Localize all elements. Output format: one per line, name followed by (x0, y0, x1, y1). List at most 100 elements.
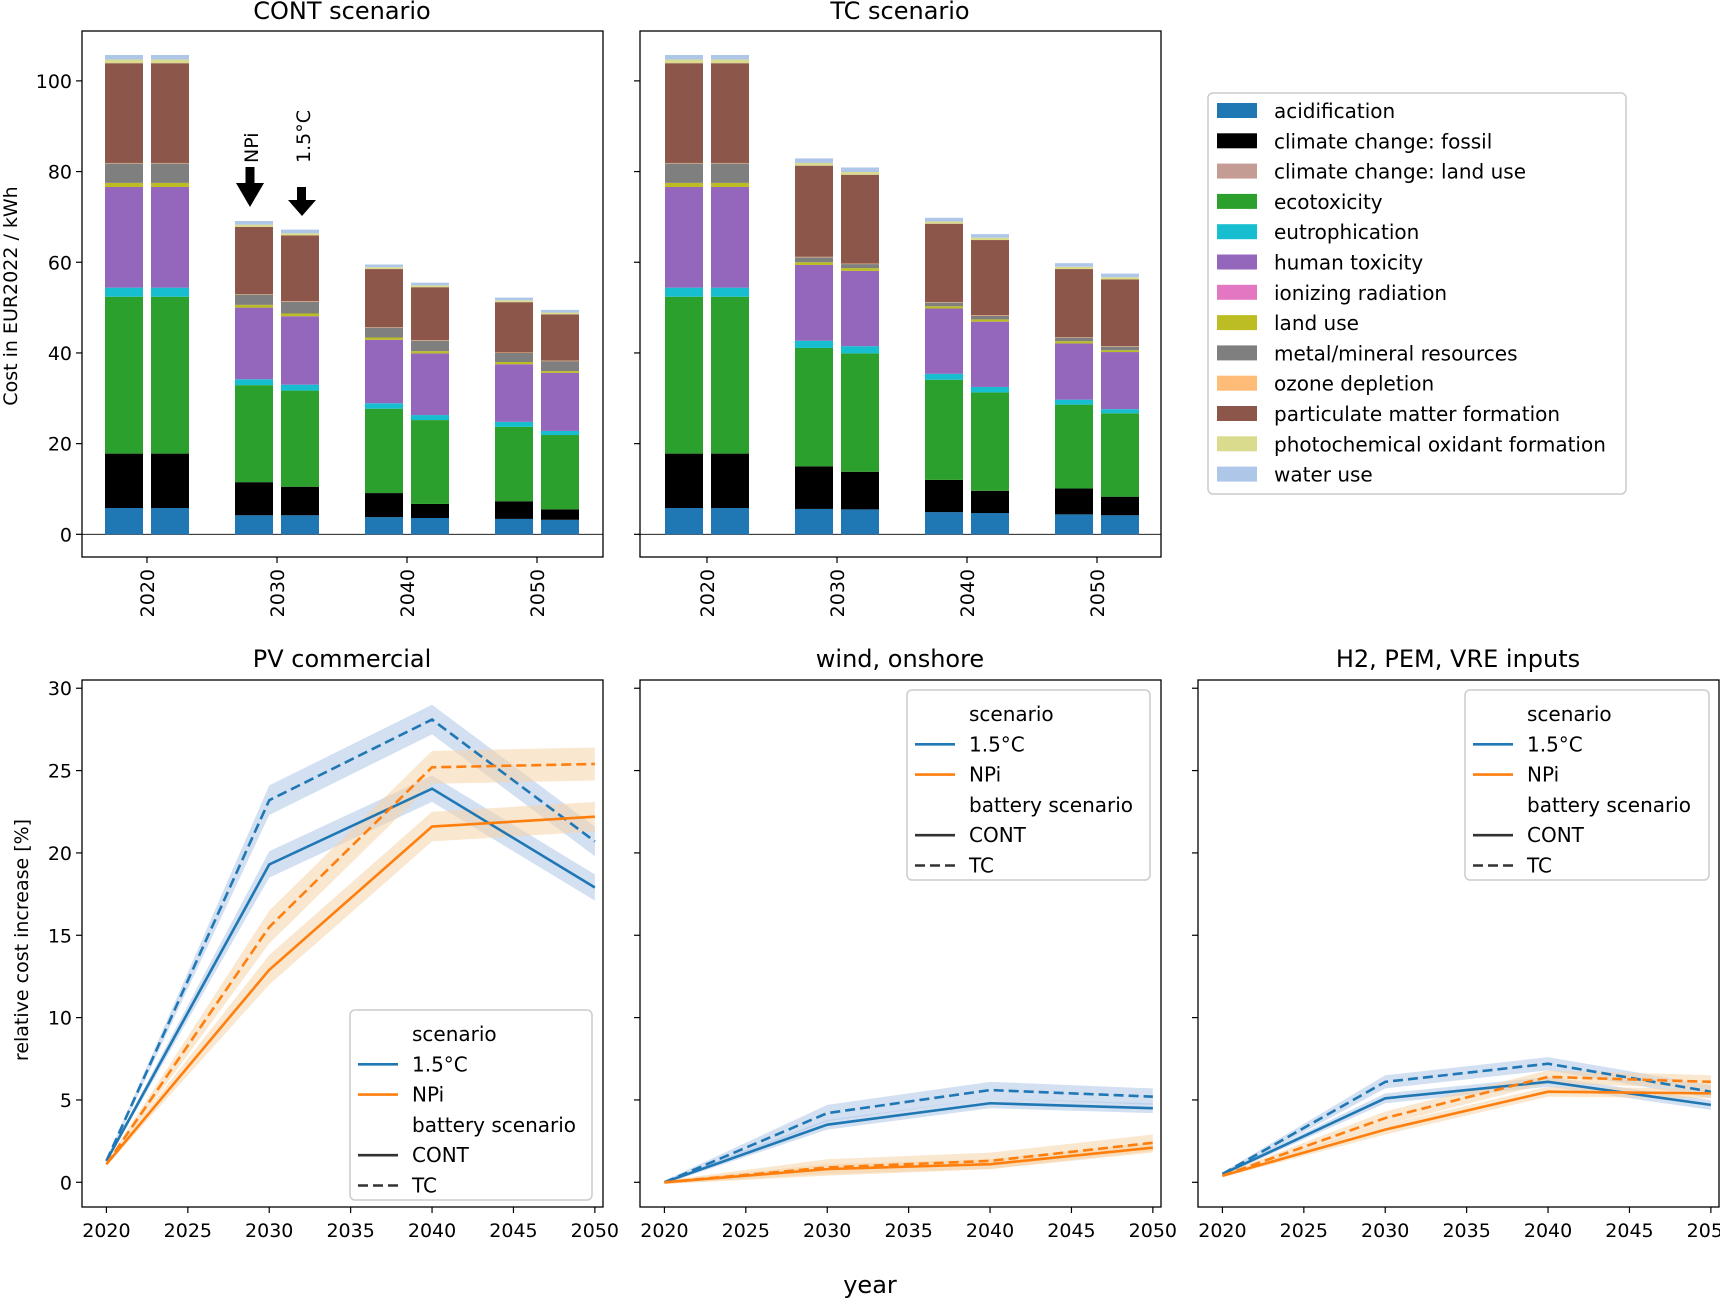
tc-bar-2040-15-eutrophication (971, 386, 1009, 393)
tc-bar-2030-15-photochemical-oxidant-formation (841, 172, 879, 175)
h2-xtick-label: 2045 (1605, 1220, 1653, 1242)
tc-bar-2040-15-water-use (971, 234, 1009, 238)
cont-bar-2030-15-particulate-matter-formation (281, 235, 319, 302)
cont-bar-2020-npi-photochemical-oxidant-formation (105, 59, 143, 64)
wind-xtick-label: 2040 (966, 1220, 1014, 1242)
tc-bar-2040-15-land-use (971, 319, 1009, 322)
pv-ytick-label: 10 (48, 1008, 72, 1030)
pv-ytick-label: 25 (48, 761, 72, 783)
tc-bar-2050-15-acidification (1101, 515, 1139, 535)
tc-bar-2030-15-metal-mineral-resources (841, 264, 879, 269)
tc-bar-2040-15-human-toxicity (971, 321, 1009, 387)
pv-legend-label-title: scenario (412, 1022, 497, 1046)
tc-bar-2020-npi-human-toxicity (665, 186, 703, 288)
h2-band-npi-cont (1222, 1086, 1711, 1178)
tc-bar-2050-15-particulate-matter-formation (1101, 279, 1139, 347)
arrow-annotation-npi: NPi (236, 132, 264, 207)
tc-bar-2030-15-ecotoxicity (841, 353, 879, 472)
legend-label-particulate-matter-formation: particulate matter formation (1274, 402, 1560, 426)
tc-frame (639, 30, 1162, 558)
tc-bar-2040-npi-acidification (925, 512, 963, 535)
pv-xtick-label: 2050 (571, 1220, 619, 1242)
wind-xtick-label: 2035 (884, 1220, 932, 1242)
cont-bar-2050-npi-climate-change-fossil (495, 501, 533, 519)
arrow-label-npi: NPi (241, 132, 263, 163)
h2-xtick-label: 2040 (1524, 1220, 1572, 1242)
pv-band-npi-tc (106, 747, 595, 1166)
line-panel-wind: 2020 2025 2030 2035 2040 2045 2050 scenario 1.5°… (634, 679, 1177, 1242)
pv-line-npi-cont (105, 815, 595, 1166)
tc-bar-2050-npi-water-use (1055, 263, 1093, 267)
cont-bar-2030-npi-particulate-matter-formation (235, 226, 273, 294)
cont-bar-2030-15-water-use (281, 229, 319, 234)
y-axis-label-bottom: relative cost increase [%] (11, 819, 33, 1061)
tc-bar-2040-npi-metal-mineral-resources (925, 302, 963, 307)
cont-bar-2030-15-human-toxicity (281, 316, 319, 385)
wind-legend: scenario 1.5°C NPi battery scenario CONT TC (906, 689, 1151, 881)
cont-bar-2020-npi-eutrophication (105, 287, 143, 297)
cont-bar-2040-npi-ecotoxicity (365, 408, 403, 494)
cont-bar-2020-npi-water-use (105, 55, 143, 60)
cont-bar-2050-15-eutrophication (541, 430, 579, 436)
cont-bar-2050-15-ecotoxicity (541, 435, 579, 510)
tc-bar-2020-npi-particulate-matter-formation (665, 63, 703, 163)
tc-bar-2040-npi-human-toxicity (925, 308, 963, 374)
cont-bar-2040-npi-acidification (365, 517, 403, 535)
pv-xtick-label: 2040 (408, 1220, 456, 1242)
legend-label-water-use: water use (1274, 463, 1373, 487)
arrow-head-15 (288, 200, 316, 216)
cont-bar-2050-15-metal-mineral-resources (541, 361, 579, 372)
cont-frame (81, 30, 604, 558)
tc-bar-2050-npi-land-use (1055, 341, 1093, 344)
cont-bar-2030-15-photochemical-oxidant-formation (281, 233, 319, 236)
tc-bar-2050-npi-particulate-matter-formation (1055, 269, 1093, 338)
tc-bar-2030-npi-human-toxicity (795, 264, 833, 341)
pv-ytick-label: 20 (48, 843, 72, 865)
cont-bar-2040-15-particulate-matter-formation (411, 287, 449, 341)
arrow-head-npi (236, 183, 264, 207)
h2-xtick-label: 2020 (1198, 1220, 1246, 1242)
h2-legend-label-snpi: NPi (1527, 763, 1559, 787)
pv-line-npi-tc (105, 762, 595, 1165)
pv-legend-label-tc: TC (411, 1174, 437, 1198)
tc-bar-2050-15-human-toxicity (1101, 352, 1139, 410)
wind-legend-label-title: scenario (969, 702, 1054, 726)
legend-label-land-use: land use (1274, 311, 1359, 335)
cont-bar-2020-npi-particulate-matter-formation (105, 63, 143, 163)
wind-line-npi-tc (664, 1141, 1154, 1184)
tc-bar-2020-15-photochemical-oxidant-formation (711, 59, 749, 64)
y-axis-label-top: Cost in EUR2022 / kWh (0, 186, 22, 405)
cont-bar-2050-15-photochemical-oxidant-formation (541, 312, 579, 315)
tc-bar-2030-npi-water-use (795, 158, 833, 163)
panel-title-wind: wind, onshore (816, 645, 984, 673)
cont-bar-2050-15-human-toxicity (541, 372, 579, 431)
tc-bar-2030-npi-ecotoxicity (795, 347, 833, 467)
cont-bar-2040-15-eutrophication (411, 415, 449, 421)
tc-bar-2040-15-acidification (971, 513, 1009, 535)
arrow-shaft-15 (297, 187, 306, 202)
tc-bar-2030-15-water-use (841, 167, 879, 173)
h2-legend-label-cont: CONT (1527, 823, 1585, 847)
tc-bar-2040-15-climate-change-fossil (971, 490, 1009, 514)
tc-bar-2020-15-land-use (711, 182, 749, 187)
tc-bar-2020-npi-ecotoxicity (665, 296, 703, 454)
cont-bar-2050-npi-photochemical-oxidant-formation (495, 300, 533, 303)
cont-bar-2030-npi-climate-change-fossil (235, 482, 273, 516)
tc-bar-2050-15-eutrophication (1101, 409, 1139, 414)
tc-bar-2050-npi-metal-mineral-resources (1055, 337, 1093, 342)
pv-ytick-label: 30 (48, 678, 72, 700)
cont-xtick-label: 2050 (527, 569, 549, 617)
tc-bar-2030-npi-photochemical-oxidant-formation (795, 162, 833, 166)
h2-line-npi-tc (1221, 1075, 1711, 1177)
legend-swatch-metal-mineral-resources (1217, 345, 1257, 361)
cont-bar-2020-15-metal-mineral-resources (151, 163, 189, 183)
tc-bar-2020-15-water-use (711, 55, 749, 60)
cont-bar-2040-15-water-use (411, 282, 449, 286)
pv-xtick-label: 2025 (164, 1220, 212, 1242)
legend-label-climate-change-fossil: climate change: fossil (1274, 129, 1492, 153)
cont-bar-2050-npi-acidification (495, 518, 533, 535)
legend-swatch-climate-change-fossil (1217, 133, 1257, 149)
line-panel-h2: 2020 2025 2030 2035 2040 2045 2050 scenario 1.5°… (1192, 679, 1720, 1242)
h2-band-15-cont (1222, 1076, 1711, 1176)
h2-legend-label-title: battery scenario (1527, 793, 1691, 817)
